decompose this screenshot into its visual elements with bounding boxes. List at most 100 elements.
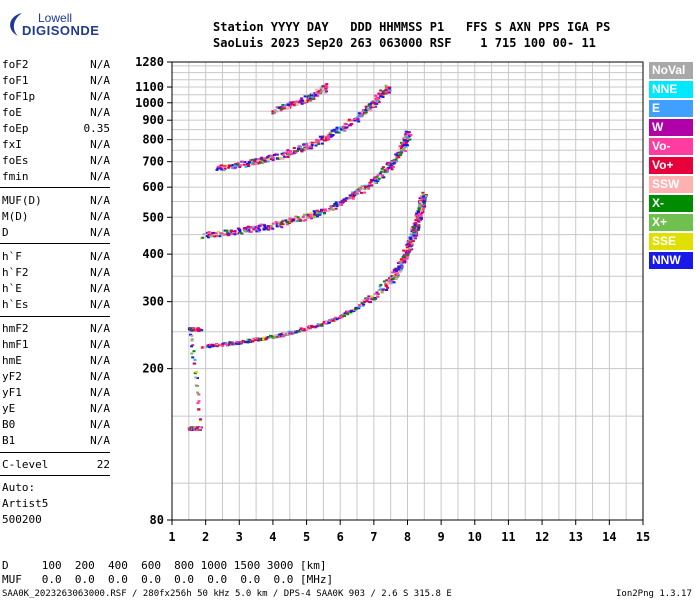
echo-point: [391, 165, 395, 168]
echo-point: [327, 137, 330, 140]
echo-point: [247, 229, 251, 231]
echo-point: [290, 103, 294, 106]
echo-point: [239, 164, 242, 167]
echo-point: [262, 338, 266, 341]
echo-point: [343, 312, 347, 315]
echo-point: [371, 179, 375, 182]
header-line-2: SaoLuis 2023 Sep20 263 063000 RSF 1 715 …: [213, 36, 596, 50]
echo-point: [192, 329, 196, 332]
param-name: M(D): [2, 210, 29, 223]
echo-point: [290, 332, 294, 335]
echo-point: [228, 341, 232, 344]
echo-point: [342, 314, 346, 317]
echo-point: [303, 101, 307, 104]
echo-point: [189, 333, 193, 336]
echo-point: [387, 91, 391, 94]
param-name: h`F: [2, 250, 22, 263]
echo-point: [397, 156, 401, 159]
param-value: N/A: [90, 402, 110, 415]
echo-point: [197, 400, 201, 403]
echo-point: [234, 342, 238, 345]
echo-point: [235, 341, 239, 343]
legend-item-w: W: [649, 119, 693, 136]
echo-point: [395, 277, 398, 280]
echo-point: [409, 238, 413, 241]
echo-point: [374, 94, 378, 97]
echo-point: [402, 139, 406, 142]
echo-point: [264, 227, 268, 230]
echo-point: [258, 224, 262, 227]
param-name: fxI: [2, 138, 22, 151]
echo-point: [401, 144, 404, 147]
echo-point: [331, 319, 335, 322]
echo-point: [267, 228, 271, 231]
echo-point: [352, 195, 356, 198]
echo-point: [404, 150, 408, 152]
echo-point: [376, 97, 379, 100]
echo-point: [215, 234, 219, 237]
param-row: foF2 N/A: [2, 58, 110, 74]
echo-point: [367, 184, 371, 187]
param-row: hmE N/A: [2, 354, 110, 370]
echo-point: [305, 144, 309, 147]
echo-point: [421, 191, 425, 194]
divider: [0, 475, 110, 476]
echo-point: [408, 243, 411, 246]
echo-point: [287, 152, 291, 155]
echo-point: [384, 88, 388, 91]
echo-point: [363, 300, 367, 303]
echo-point: [412, 232, 416, 235]
echo-point: [306, 213, 310, 216]
echo-point: [354, 117, 358, 120]
echo-point: [212, 231, 216, 234]
echo-point: [329, 320, 333, 322]
echo-point: [325, 90, 328, 93]
echo-point: [287, 220, 291, 223]
param-value: N/A: [90, 266, 110, 279]
y-tick-label: 1100: [135, 80, 164, 94]
echo-point: [372, 105, 375, 108]
divider: [0, 187, 110, 188]
echo-point: [386, 282, 390, 285]
echo-point: [334, 207, 338, 210]
echo-point: [285, 151, 289, 154]
echo-point: [225, 229, 229, 232]
param-value: N/A: [90, 418, 110, 431]
echo-point: [373, 181, 377, 184]
echo-point: [303, 100, 307, 103]
echo-point: [400, 265, 404, 268]
echo-point: [308, 97, 312, 100]
x-tick-label: 15: [636, 530, 650, 544]
echo-point: [257, 230, 261, 233]
echo-point: [252, 337, 256, 340]
echo-point: [242, 163, 246, 166]
echo-point: [231, 166, 234, 169]
param-value: N/A: [90, 58, 110, 71]
echo-point: [377, 177, 381, 180]
echo-point: [261, 158, 265, 161]
echo-point: [351, 310, 355, 313]
echo-point: [350, 193, 354, 196]
echo-point: [285, 223, 289, 226]
echo-point: [254, 339, 258, 342]
echo-point: [297, 330, 301, 333]
echo-point: [303, 328, 307, 331]
echo-point: [383, 280, 386, 283]
echo-point: [243, 161, 247, 163]
echo-point: [361, 186, 365, 189]
echo-point: [263, 225, 267, 228]
echo-point: [339, 316, 343, 319]
echo-point: [406, 243, 410, 246]
echo-point: [415, 234, 419, 237]
echo-point: [297, 218, 301, 221]
echo-point: [418, 197, 422, 200]
echo-point: [386, 167, 390, 170]
y-tick-label: 1000: [135, 96, 164, 110]
echo-point: [318, 213, 322, 216]
param-name: foF2: [2, 58, 29, 71]
param-name: B0: [2, 418, 16, 431]
echo-point: [338, 126, 342, 129]
echo-point: [342, 125, 346, 128]
echo-point: [354, 306, 358, 309]
echo-point: [310, 94, 314, 97]
